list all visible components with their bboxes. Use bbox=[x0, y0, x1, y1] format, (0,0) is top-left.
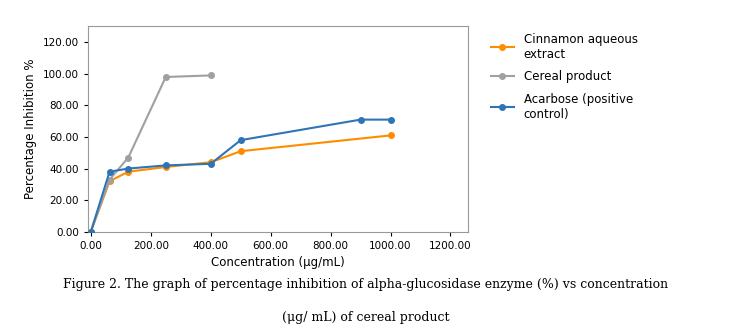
Acarbose (positive
control) bbox=[356, 118, 365, 121]
Cinnamon aqueous
extract bbox=[161, 165, 170, 169]
Line: Cinnamon aqueous
extract: Cinnamon aqueous extract bbox=[88, 133, 393, 234]
Y-axis label: Percentage Inhibition %: Percentage Inhibition % bbox=[24, 59, 37, 199]
Cinnamon aqueous
extract bbox=[86, 230, 95, 234]
Cereal product bbox=[105, 178, 114, 182]
Text: (μg/ mL) of cereal product: (μg/ mL) of cereal product bbox=[283, 311, 449, 324]
Line: Acarbose (positive
control): Acarbose (positive control) bbox=[88, 117, 393, 234]
Text: Figure 2. The graph of percentage inhibition of alpha-glucosidase enzyme (%) vs : Figure 2. The graph of percentage inhibi… bbox=[64, 278, 668, 291]
Acarbose (positive
control) bbox=[386, 118, 395, 121]
Cinnamon aqueous
extract bbox=[386, 133, 395, 137]
Acarbose (positive
control) bbox=[86, 230, 95, 234]
Cereal product bbox=[161, 75, 170, 79]
Line: Cereal product: Cereal product bbox=[88, 72, 214, 234]
Cereal product bbox=[86, 230, 95, 234]
Legend: Cinnamon aqueous
extract, Cereal product, Acarbose (positive
control): Cinnamon aqueous extract, Cereal product… bbox=[486, 28, 642, 125]
Acarbose (positive
control) bbox=[161, 164, 170, 167]
X-axis label: Concentration (μg/mL): Concentration (μg/mL) bbox=[212, 256, 345, 269]
Acarbose (positive
control) bbox=[206, 162, 215, 166]
Cinnamon aqueous
extract bbox=[124, 170, 132, 174]
Cereal product bbox=[124, 156, 132, 160]
Cinnamon aqueous
extract bbox=[105, 179, 114, 183]
Acarbose (positive
control) bbox=[124, 166, 132, 170]
Acarbose (positive
control) bbox=[105, 170, 114, 174]
Cereal product bbox=[206, 73, 215, 77]
Cinnamon aqueous
extract bbox=[206, 160, 215, 164]
Acarbose (positive
control) bbox=[236, 138, 245, 142]
Cinnamon aqueous
extract bbox=[236, 149, 245, 153]
